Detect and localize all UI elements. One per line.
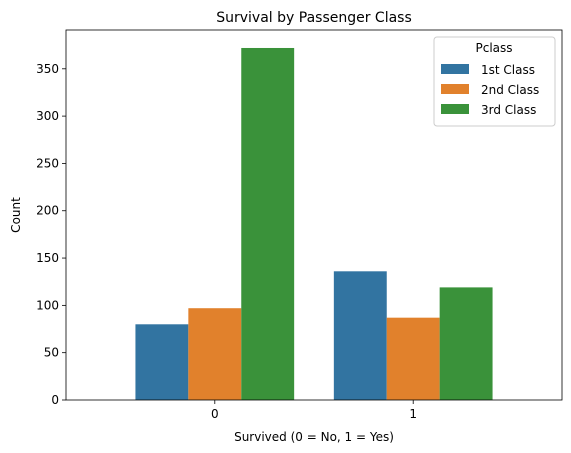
bars <box>135 47 493 400</box>
legend-swatch-1st-class <box>441 64 469 74</box>
y-tick-label: 200 <box>36 204 59 218</box>
bar-1st-class-survived-0 <box>135 324 189 400</box>
bar-1st-class-survived-1 <box>333 271 387 400</box>
y-tick-label: 350 <box>36 62 59 76</box>
bar-2nd-class-survived-0 <box>188 308 242 400</box>
legend-items: 1st Class 2nd Class 3rd Class <box>441 63 539 117</box>
bar-2nd-class-survived-1 <box>386 317 440 400</box>
y-tick-label: 50 <box>44 346 59 360</box>
legend-swatch-2nd-class <box>441 84 469 94</box>
y-axis-ticks: 0 50 100 150 200 250 300 350 <box>36 62 66 407</box>
y-tick-label: 0 <box>51 393 59 407</box>
y-tick-label: 150 <box>36 251 59 265</box>
legend: Pclass 1st Class 2nd Class 3rd Class <box>433 36 556 127</box>
legend-label-2nd-class: 2nd Class <box>481 83 539 97</box>
legend-label-3rd-class: 3rd Class <box>481 103 536 117</box>
y-tick-label: 250 <box>36 156 59 170</box>
legend-title: Pclass <box>475 41 512 55</box>
y-axis-label: Count <box>9 197 23 233</box>
legend-swatch-3rd-class <box>441 104 469 114</box>
y-tick-label: 300 <box>36 109 59 123</box>
legend-frame <box>433 36 556 127</box>
bar-3rd-class-survived-0 <box>241 47 295 400</box>
plot-frame <box>65 29 563 401</box>
legend-label-1st-class: 1st Class <box>481 63 535 77</box>
y-tick-label: 100 <box>36 298 59 312</box>
chart-title: Survival by Passenger Class <box>216 10 412 26</box>
x-axis-label: Survived (0 = No, 1 = Yes) <box>234 430 394 444</box>
bar-3rd-class-survived-1 <box>439 287 493 400</box>
x-tick-label: 1 <box>409 407 417 421</box>
x-tick-label: 0 <box>211 407 219 421</box>
